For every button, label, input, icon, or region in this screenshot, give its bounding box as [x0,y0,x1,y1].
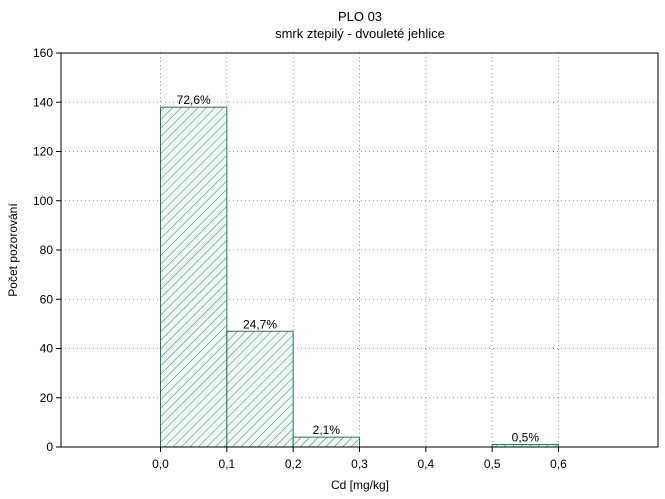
chart-title: PLO 03 [338,9,382,24]
x-tick-label: 0,1 [218,457,235,471]
x-tick-label: 0,4 [417,457,434,471]
y-tick-label: 40 [40,342,54,356]
bar-percent-label: 2,1% [313,423,341,437]
bar-percent-label: 72,6% [177,93,211,107]
y-tick-label: 120 [33,145,53,159]
x-axis-label: Cd [mg/kg] [331,478,389,492]
y-axis-label: Počet pozorování [6,203,20,297]
data-labels: 72,6% 24,7% 2,1% 0,5% [177,93,540,444]
y-tick-label: 80 [40,243,54,257]
y-axis-ticks: 0 20 40 60 80 100 120 140 160 [33,46,61,454]
bar-percent-label: 24,7% [243,317,277,331]
x-tick-label: 0,5 [484,457,501,471]
y-tick-label: 160 [33,46,53,60]
histogram-bar [160,106,228,448]
x-tick-label: 0,6 [550,457,567,471]
chart-subtitle: smrk ztepilý - dvouleté jehlice [275,26,445,41]
y-tick-label: 0 [46,440,53,454]
bar-percent-label: 0,5% [512,431,540,445]
y-tick-label: 100 [33,194,53,208]
y-tick-label: 20 [40,391,54,405]
x-tick-label: 0,0 [152,457,169,471]
histogram-bar [226,330,294,448]
x-tick-label: 0,2 [285,457,302,471]
histogram-bar [292,436,360,448]
x-tick-label: 0,3 [351,457,368,471]
x-axis-ticks: 0,0 0,1 0,2 0,3 0,4 0,5 0,6 [152,447,567,471]
y-tick-label: 140 [33,95,53,109]
y-tick-label: 60 [40,292,54,306]
bars [160,106,559,448]
